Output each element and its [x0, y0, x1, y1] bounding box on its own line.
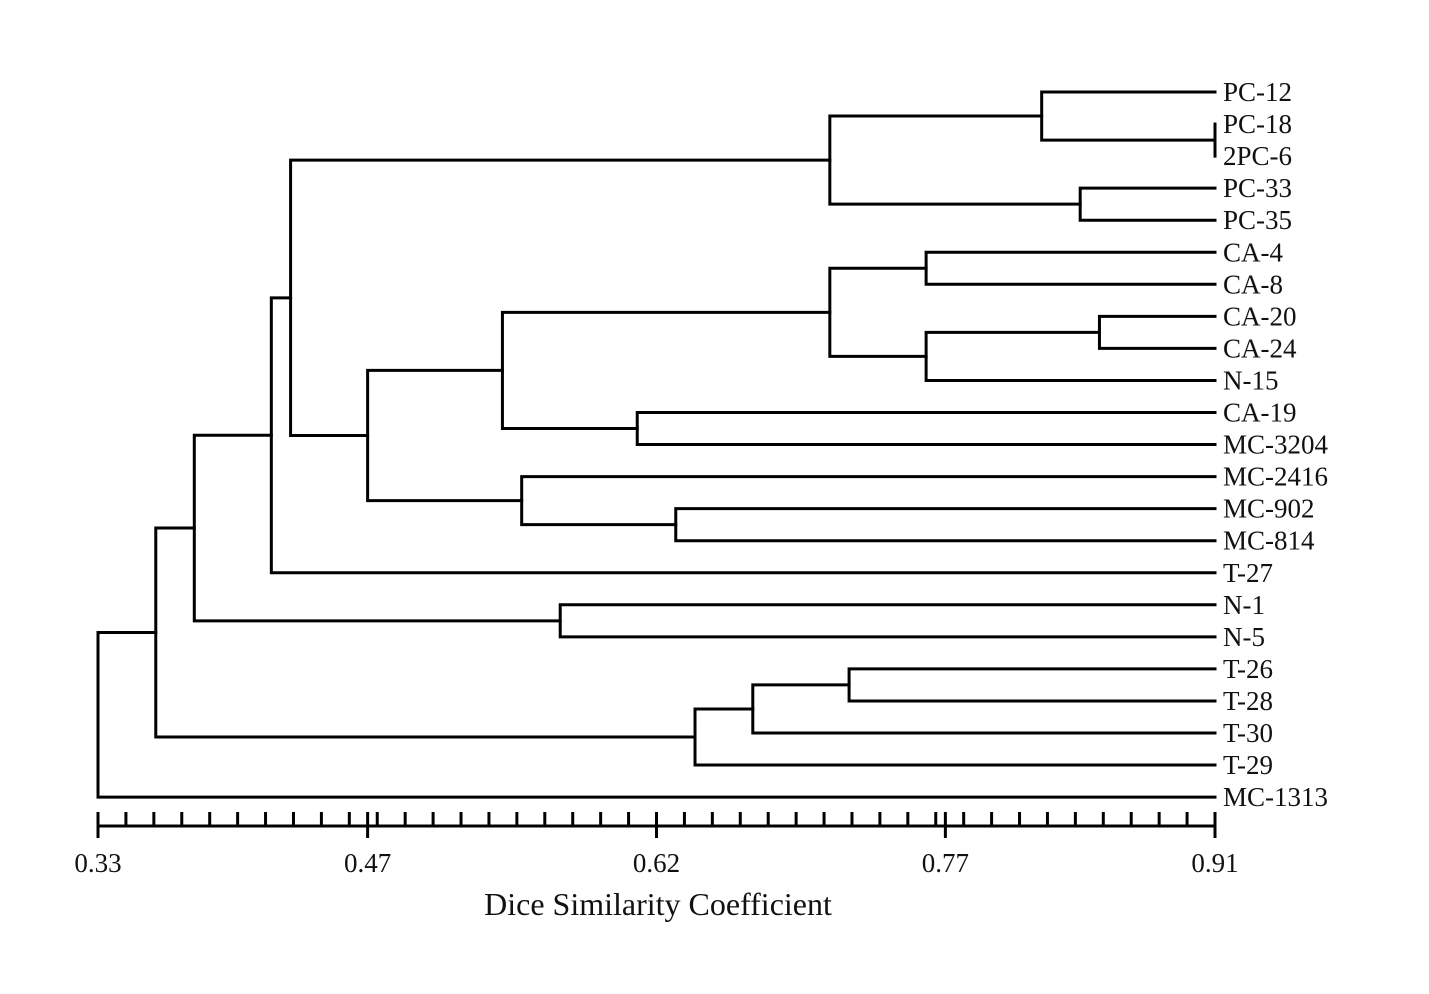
leaf-label: T-30 [1223, 718, 1273, 748]
leaf-label: PC-12 [1223, 77, 1292, 107]
cluster-link [289, 158, 832, 438]
leaf-label: CA-24 [1223, 333, 1297, 363]
cluster-link [269, 296, 1217, 575]
cluster-link [847, 667, 1217, 703]
leaf-label: N-15 [1223, 365, 1279, 395]
cluster-link [558, 603, 1217, 639]
x-tick-label: 0.62 [633, 848, 680, 878]
leaf-label: N-5 [1223, 622, 1265, 652]
leaf-label: MC-1313 [1223, 782, 1328, 812]
x-tick-label: 0.91 [1191, 848, 1238, 878]
leaf-label: MC-814 [1223, 526, 1315, 556]
leaf-label: PC-18 [1223, 109, 1292, 139]
cluster-link [1097, 314, 1217, 350]
cluster-link [751, 683, 1217, 735]
leaf-label: T-26 [1223, 654, 1273, 684]
cluster-link [674, 507, 1217, 543]
leaf-label: MC-902 [1223, 494, 1315, 524]
leaf-label: CA-4 [1223, 237, 1283, 267]
cluster-link [693, 707, 1217, 767]
cluster-link [1078, 186, 1217, 222]
cluster-link [192, 433, 562, 623]
leaf-label: CA-20 [1223, 301, 1297, 331]
leaf-label: MC-2416 [1223, 462, 1328, 492]
x-axis-title: Dice Similarity Coefficient [484, 886, 832, 922]
leaf-labels: PC-12PC-182PC-6PC-33PC-35CA-4CA-8CA-20CA… [1223, 77, 1329, 812]
cluster-link [1040, 90, 1217, 142]
leaf-label: CA-8 [1223, 269, 1283, 299]
leaf-label: PC-33 [1223, 173, 1292, 203]
cluster-link [828, 266, 928, 358]
cluster-link [924, 330, 1217, 382]
leaf-label: 2PC-6 [1223, 141, 1292, 171]
cluster-link [635, 411, 1217, 447]
leaf-label: CA-19 [1223, 398, 1297, 428]
cluster-link [366, 368, 524, 503]
x-tick-label: 0.47 [344, 848, 391, 878]
leaf-label: PC-35 [1223, 205, 1292, 235]
cluster-link [924, 250, 1217, 286]
leaf-label: T-29 [1223, 750, 1273, 780]
leaf-label: MC-3204 [1223, 430, 1329, 460]
cluster-link [96, 631, 1217, 799]
x-axis: 0.33 0.47 0.62 0.77 0.91 [74, 812, 1239, 878]
leaf-label: N-1 [1223, 590, 1265, 620]
x-tick-label: 0.77 [922, 848, 969, 878]
x-tick-label: 0.33 [74, 848, 121, 878]
leaf-label: T-28 [1223, 686, 1273, 716]
cluster-link [154, 526, 697, 739]
leaf-label: T-27 [1223, 558, 1273, 588]
cluster-link [520, 475, 1217, 527]
dendrogram-tree [96, 90, 1217, 799]
